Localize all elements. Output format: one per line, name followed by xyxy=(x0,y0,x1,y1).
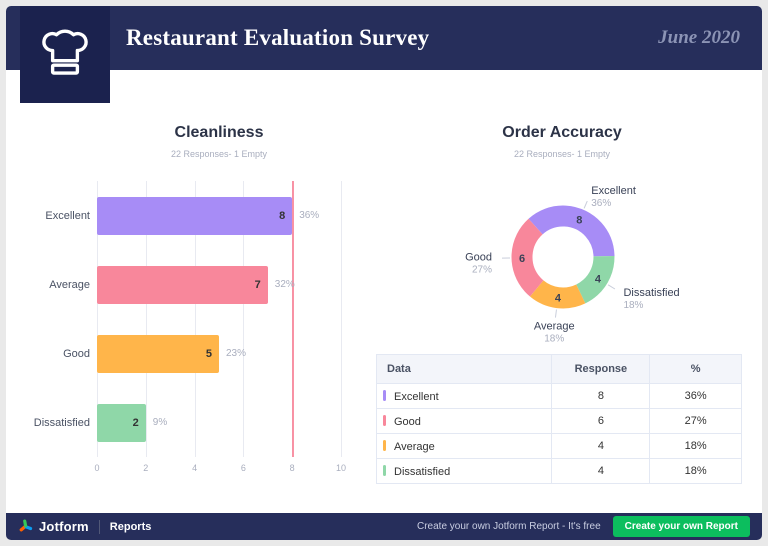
bar-row: Average 7 32% xyxy=(49,250,341,319)
footer-bar: Jotform Reports Create your own Jotform … xyxy=(6,513,762,540)
x-tick: 6 xyxy=(240,463,246,473)
jotform-logo[interactable]: Jotform xyxy=(18,519,89,534)
bar-value-label: 8 xyxy=(279,209,286,222)
page-title: Restaurant Evaluation Survey xyxy=(126,25,430,50)
footer-section-label: Reports xyxy=(109,520,152,533)
gridline xyxy=(97,181,98,457)
table-row: Average 4 18% xyxy=(375,433,742,459)
bar-chart: Excellent 8 36% Average 7 32% Good 5 23%… xyxy=(34,181,342,457)
donut-chart: 8Excellent36%4Dissatisfied18%4Average18%… xyxy=(465,185,680,345)
donut-percent-label: 18% xyxy=(623,300,643,311)
chart-subtitle: 22 Responses- 1 Empty xyxy=(513,149,611,159)
chart-title: Order Accuracy xyxy=(502,124,622,141)
bar-category-label: Dissatisfied xyxy=(33,416,90,429)
donut-value-label: 4 xyxy=(555,293,562,305)
report-logo-box xyxy=(20,6,110,103)
table-row: Good 6 27% xyxy=(375,408,742,434)
bar-value-label: 5 xyxy=(205,347,212,360)
donut-category-label: Dissatisfied xyxy=(623,287,679,299)
row-label: Dissatisfied xyxy=(394,465,451,478)
donut-category-label: Good xyxy=(465,251,492,263)
x-tick: 8 xyxy=(289,463,295,473)
bar-row: Dissatisfied 2 9% xyxy=(34,388,341,457)
report-page: Restaurant Evaluation Survey June 2020 C… xyxy=(6,6,762,540)
donut-percent-label: 18% xyxy=(544,333,564,344)
table-header-row: Data Response % xyxy=(375,354,742,384)
donut-segment-dissatisfied xyxy=(511,205,615,309)
table-row: Dissatisfied 4 18% xyxy=(375,458,742,484)
row-percent: 36% xyxy=(649,383,742,409)
chart-title: Cleanliness xyxy=(174,124,264,141)
x-tick: 10 xyxy=(335,463,347,473)
row-percent: 18% xyxy=(649,433,742,459)
chart-subtitle: 22 Responses- 1 Empty xyxy=(170,149,268,159)
donut-value-label: 4 xyxy=(595,274,602,286)
column-header-data: Data xyxy=(375,354,553,384)
bar-row: Excellent 8 36% xyxy=(45,181,341,250)
donut-value-label: 8 xyxy=(576,214,582,226)
x-axis: 0 2 4 6 8 10 xyxy=(94,463,346,475)
chef-hat-icon xyxy=(42,29,88,75)
jotform-logo-icon xyxy=(19,519,33,532)
row-label: Excellent xyxy=(394,390,439,403)
column-header-response: Response xyxy=(551,354,651,384)
bar-percent-label: 36% xyxy=(299,210,320,221)
report-date: June 2020 xyxy=(658,27,740,48)
x-tick: 4 xyxy=(192,463,198,473)
bar-row: Good 5 23% xyxy=(63,319,341,388)
bar-percent-label: 9% xyxy=(152,417,168,428)
create-report-button[interactable]: Create your own Report xyxy=(612,516,750,537)
cleanliness-chart-card: Cleanliness 22 Responses- 1 Empty Excell… xyxy=(32,124,362,475)
row-color-accent xyxy=(383,414,386,426)
table-row: Excellent 8 36% xyxy=(375,383,742,409)
row-percent: 27% xyxy=(649,408,742,434)
row-response: 8 xyxy=(551,383,651,409)
footer-cta-link[interactable]: Create your own Jotform Report - It's fr… xyxy=(416,521,601,532)
row-label: Average xyxy=(394,440,435,453)
bar-value-label: 2 xyxy=(132,416,139,429)
bar-category-label: Average xyxy=(49,278,90,291)
bar-category-label: Excellent xyxy=(45,209,90,222)
bar-value-label: 7 xyxy=(254,278,261,291)
row-color-accent xyxy=(383,439,386,451)
gridline xyxy=(243,181,245,457)
bar-dissatisfied: 2 xyxy=(97,403,146,442)
report-header: Restaurant Evaluation Survey June 2020 xyxy=(6,6,762,70)
bar-good: 5 xyxy=(97,334,219,373)
donut-leader-line xyxy=(607,284,616,290)
footer-divider xyxy=(98,519,100,534)
bar-percent-label: 32% xyxy=(274,279,295,290)
row-percent: 18% xyxy=(649,458,742,484)
donut-percent-label: 27% xyxy=(472,264,492,275)
order-accuracy-chart-card: Order Accuracy 22 Responses- 1 Empty 8 Ex… xyxy=(398,124,748,353)
bar-average: 7 xyxy=(97,265,268,304)
row-label: Good xyxy=(394,415,421,428)
marker-line xyxy=(292,181,295,457)
donut-segment-excellent xyxy=(511,205,615,309)
row-response: 6 xyxy=(551,408,651,434)
gridline xyxy=(341,181,342,457)
donut-leader-line xyxy=(554,309,557,318)
results-table: Data Response % Excellent 8 36% Good 6 2… xyxy=(375,354,742,484)
bar-category-label: Good xyxy=(63,347,90,360)
donut-leader-line xyxy=(583,200,588,209)
donut-value-label: 6 xyxy=(519,253,525,265)
row-color-accent xyxy=(383,464,386,476)
x-tick: 2 xyxy=(143,463,149,473)
donut-category-label: Excellent xyxy=(591,185,636,197)
gridline xyxy=(145,181,147,457)
jotform-wordmark: Jotform xyxy=(39,519,89,534)
row-response: 4 xyxy=(551,433,651,459)
donut-category-label: Average xyxy=(534,320,575,332)
bar-percent-label: 23% xyxy=(226,348,247,359)
row-color-accent xyxy=(383,389,386,401)
column-header-percent: % xyxy=(649,354,742,384)
bar-excellent: 8 xyxy=(97,196,293,235)
row-response: 4 xyxy=(551,458,651,484)
gridline xyxy=(194,181,196,457)
donut-percent-label: 36% xyxy=(591,198,611,209)
x-tick: 0 xyxy=(94,463,100,473)
